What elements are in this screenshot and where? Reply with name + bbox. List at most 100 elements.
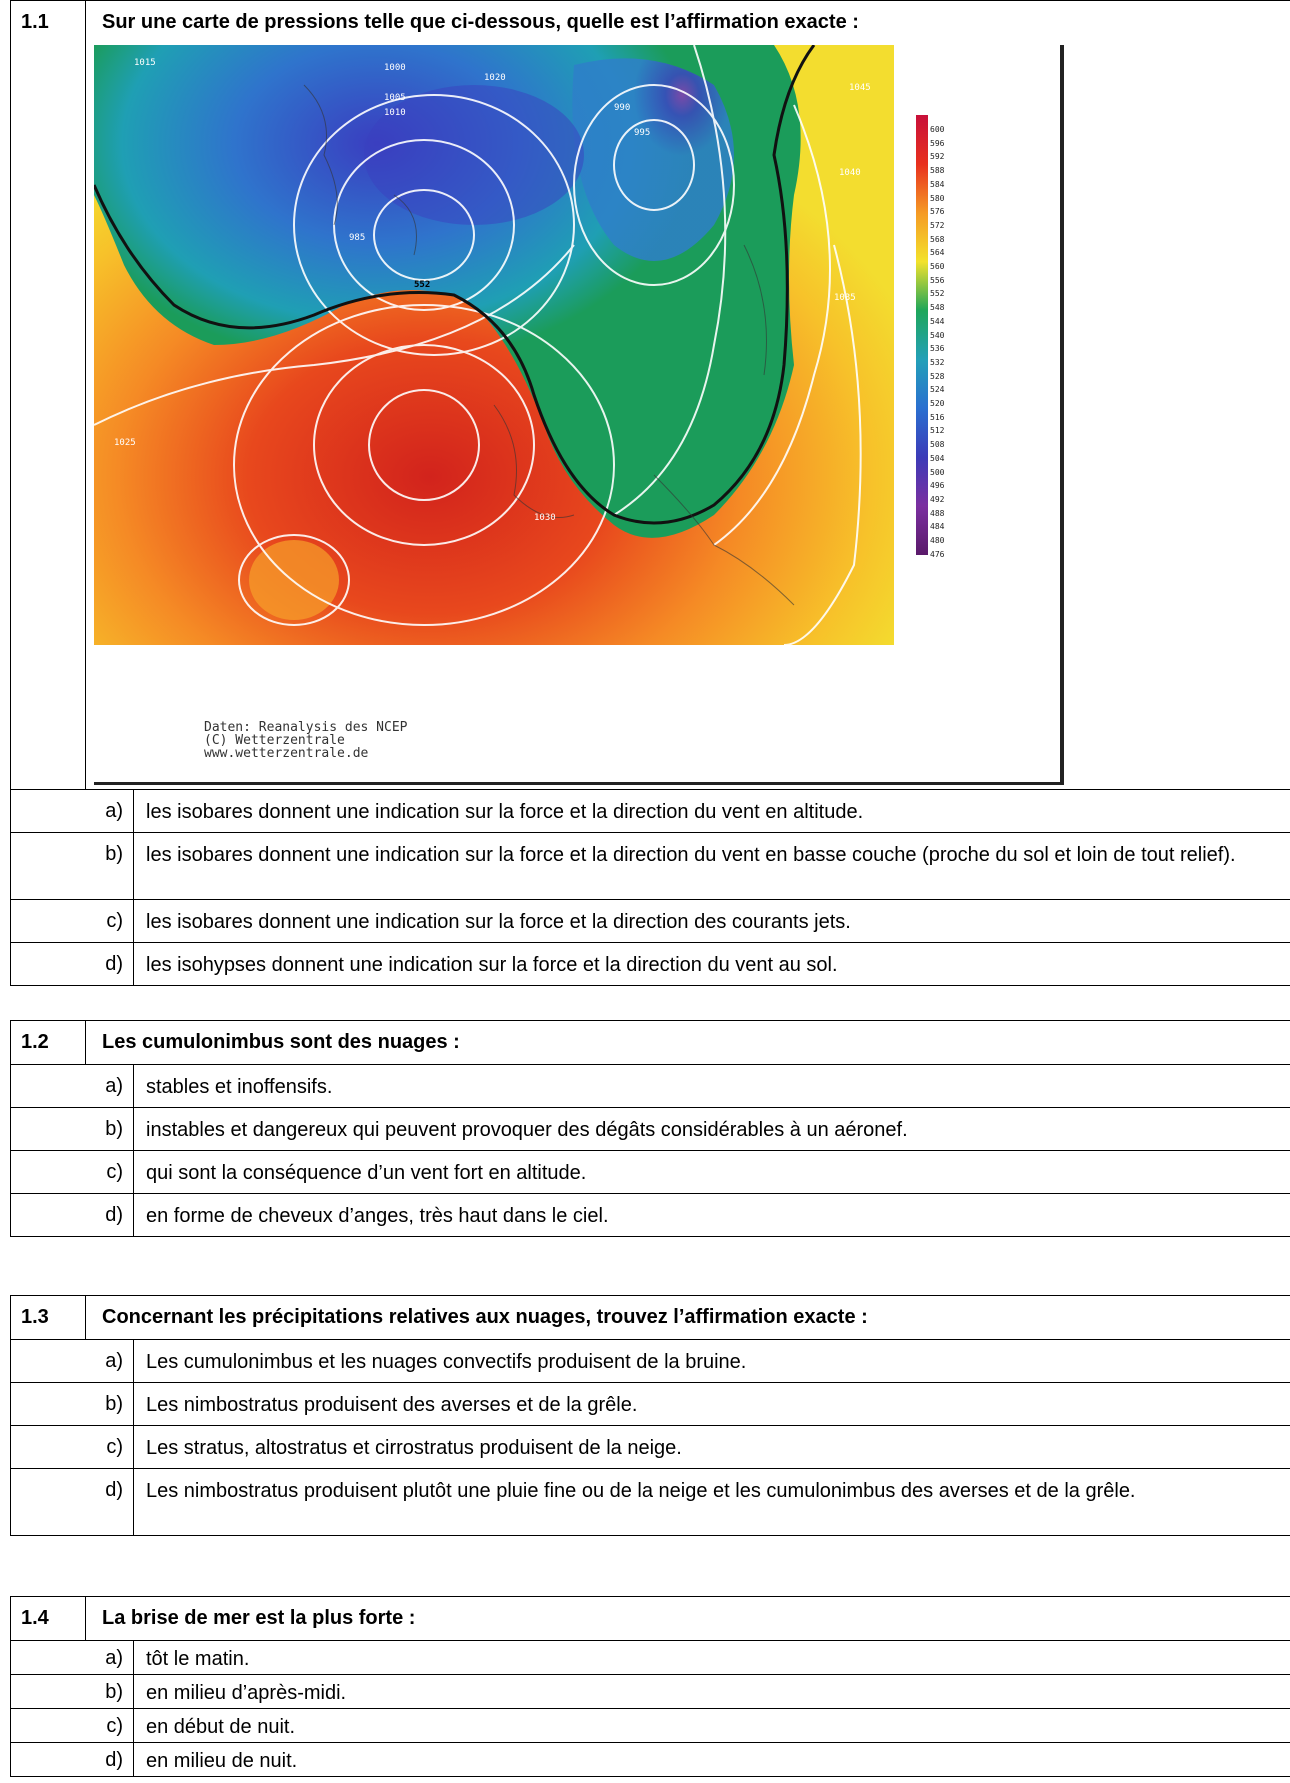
scale-tick: 544 <box>930 316 945 326</box>
answer-letter-cell: a) <box>10 1065 134 1107</box>
answer-row[interactable]: b) en milieu d’après-midi. <box>10 1675 1290 1709</box>
scale-tick: 496 <box>930 481 945 491</box>
scale-tick: 532 <box>930 357 945 367</box>
question-number: 1.2 <box>21 1031 49 1053</box>
answer-letter-cell: b) <box>10 1675 134 1708</box>
answer-letter: d) <box>105 953 123 975</box>
question-row: 1.2 Les cumulonimbus sont des nuages : <box>10 1021 1290 1065</box>
answer-letter-cell: c) <box>10 1426 134 1468</box>
answer-letter-cell: d) <box>10 1743 134 1776</box>
answer-row[interactable]: c) les isobares donnent une indication s… <box>10 900 1290 943</box>
answer-text: les isobares donnent une indication sur … <box>146 801 864 823</box>
answer-text: Les cumulonimbus et les nuages convectif… <box>146 1351 747 1373</box>
scale-tick: 592 <box>930 152 945 162</box>
answer-text: en forme de cheveux d’anges, très haut d… <box>146 1205 609 1227</box>
answer-letter: b) <box>105 1393 123 1415</box>
isobar-label: 1015 <box>134 58 156 68</box>
isobar-label: 985 <box>349 233 365 243</box>
pressure-map-figure: 1015 1000 1020 1005 1010 990 995 1045 10… <box>86 45 1072 790</box>
answer-text: Les nimbostratus produisent des averses … <box>146 1394 638 1416</box>
answer-letter-cell: a) <box>10 790 134 832</box>
scale-tick: 524 <box>930 385 945 395</box>
pressure-map-frame: 1015 1000 1020 1005 1010 990 995 1045 10… <box>94 45 1064 785</box>
question-number-cell: 1.2 <box>10 1021 86 1064</box>
answer-letter: a) <box>105 800 123 822</box>
answer-letter: a) <box>105 1647 123 1669</box>
answer-row[interactable]: a) Les cumulonimbus et les nuages convec… <box>10 1340 1290 1383</box>
scale-tick: 480 <box>930 536 945 546</box>
answer-letter-cell: a) <box>10 1340 134 1382</box>
question-block-1-1: 1.1 Sur une carte de pressions telle que… <box>10 0 1290 986</box>
answer-letter-cell: a) <box>10 1641 134 1674</box>
answer-letter: a) <box>105 1075 123 1097</box>
answer-letter: c) <box>106 1161 123 1183</box>
isobar-label: 990 <box>614 103 630 113</box>
scale-labels: 600 596 592 588 584 580 576 572 568 564 … <box>930 123 960 562</box>
answer-text: en milieu de nuit. <box>146 1750 298 1772</box>
question-row: 1.4 La brise de mer est la plus forte : <box>10 1597 1290 1641</box>
question-text: La brise de mer est la plus forte : <box>102 1607 416 1629</box>
scale-tick: 516 <box>930 412 945 422</box>
scale-tick: 552 <box>930 289 945 299</box>
answer-row[interactable]: b) les isobares donnent une indication s… <box>10 833 1290 900</box>
answer-text: tôt le matin. <box>146 1648 250 1670</box>
scale-tick: 596 <box>930 138 945 148</box>
scale-tick: 572 <box>930 220 945 230</box>
scale-tick: 500 <box>930 467 945 477</box>
answer-letter: c) <box>106 1715 123 1737</box>
pressure-map-image: 1015 1000 1020 1005 1010 990 995 1045 10… <box>94 45 894 645</box>
question-row: 1.1 Sur une carte de pressions telle que… <box>10 1 1290 790</box>
question-number: 1.4 <box>21 1607 49 1629</box>
scale-tick: 560 <box>930 262 945 272</box>
answer-letter: b) <box>105 1118 123 1140</box>
scale-tick: 528 <box>930 371 945 381</box>
answer-row[interactable]: a) les isobares donnent une indication s… <box>10 790 1290 833</box>
isobar-label: 1020 <box>484 73 506 83</box>
answer-row[interactable]: d) Les nimbostratus produisent plutôt un… <box>10 1469 1290 1536</box>
answer-text: les isobares donnent une indication sur … <box>146 844 1236 866</box>
isobar-label: 1030 <box>534 513 556 523</box>
answer-row[interactable]: b) Les nimbostratus produisent des avers… <box>10 1383 1290 1426</box>
scale-tick: 564 <box>930 248 945 258</box>
isobar-label: 1040 <box>839 168 861 178</box>
answer-text: les isohypses donnent une indication sur… <box>146 954 838 976</box>
question-block-1-4: 1.4 La brise de mer est la plus forte : … <box>10 1596 1290 1777</box>
isobar-label: 1025 <box>114 438 136 448</box>
answer-text: Les nimbostratus produisent plutôt une p… <box>146 1480 1136 1502</box>
answer-row[interactable]: c) en début de nuit. <box>10 1709 1290 1743</box>
answer-letter: c) <box>106 1436 123 1458</box>
question-block-1-3: 1.3 Concernant les précipitations relati… <box>10 1295 1290 1536</box>
answer-text: en milieu d’après-midi. <box>146 1682 347 1704</box>
question-number: 1.1 <box>21 11 49 33</box>
answer-letter: d) <box>105 1204 123 1226</box>
scale-tick: 568 <box>930 234 945 244</box>
credit-line: Daten: Reanalysis des NCEP <box>204 720 408 735</box>
answer-letter: b) <box>105 1681 123 1703</box>
scale-tick: 588 <box>930 166 945 176</box>
answer-row[interactable]: c) qui sont la conséquence d’un vent for… <box>10 1151 1290 1194</box>
answer-row[interactable]: c) Les stratus, altostratus et cirrostra… <box>10 1426 1290 1469</box>
isobar-label: 995 <box>634 128 650 138</box>
answer-row[interactable]: d) les isohypses donnent une indication … <box>10 943 1290 986</box>
isobar-label: 552 <box>414 280 430 290</box>
scale-tick: 584 <box>930 179 945 189</box>
isobar-label: 1045 <box>849 83 871 93</box>
credit-line: (C) Wetterzentrale <box>204 733 345 748</box>
answer-letter: a) <box>105 1350 123 1372</box>
scale-tick: 512 <box>930 426 945 436</box>
scale-tick: 576 <box>930 207 945 217</box>
scale-tick: 600 <box>930 125 945 134</box>
scale-tick: 476 <box>930 549 945 559</box>
answer-row[interactable]: a) tôt le matin. <box>10 1641 1290 1675</box>
isobar-label: 1005 <box>384 93 406 103</box>
scale-tick: 556 <box>930 275 945 285</box>
answer-row[interactable]: b) instables et dangereux qui peuvent pr… <box>10 1108 1290 1151</box>
isobar-label: 1035 <box>834 293 856 303</box>
credit-line: www.wetterzentrale.de <box>204 746 369 761</box>
answer-row[interactable]: d) en forme de cheveux d’anges, très hau… <box>10 1194 1290 1237</box>
answer-row[interactable]: a) stables et inoffensifs. <box>10 1065 1290 1108</box>
answer-letter-cell: c) <box>10 1709 134 1742</box>
answer-letter: c) <box>106 910 123 932</box>
scale-tick: 508 <box>930 440 945 450</box>
answer-row[interactable]: d) en milieu de nuit. <box>10 1743 1290 1777</box>
